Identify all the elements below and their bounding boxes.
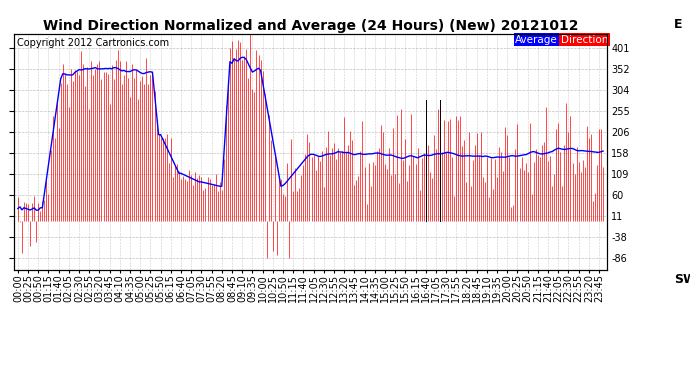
Text: Direction: Direction — [561, 35, 609, 45]
Text: Average: Average — [515, 35, 558, 45]
Text: Copyright 2012 Cartronics.com: Copyright 2012 Cartronics.com — [17, 39, 169, 48]
Text: SW: SW — [674, 273, 690, 286]
Text: E: E — [674, 18, 682, 31]
Title: Wind Direction Normalized and Average (24 Hours) (New) 20121012: Wind Direction Normalized and Average (2… — [43, 19, 578, 33]
